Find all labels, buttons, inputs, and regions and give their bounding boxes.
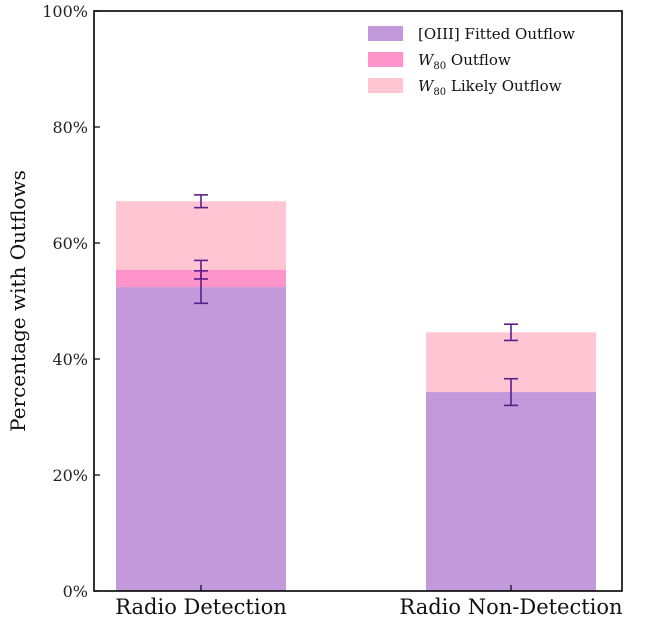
legend-entry-3: W80 Likely Outflow bbox=[368, 77, 562, 98]
x-tick-label: Radio Non-Detection bbox=[399, 595, 622, 619]
legend-label: W80 Outflow bbox=[418, 51, 511, 72]
x-axis-ticks: Radio Detection Radio Non-Detection bbox=[115, 585, 623, 619]
legend-label: [OIII] Fitted Outflow bbox=[418, 25, 575, 43]
y-tick-label: 0% bbox=[63, 582, 88, 601]
error-bar-2-category-1 bbox=[194, 259, 208, 280]
legend-swatch bbox=[368, 78, 403, 93]
y-axis-label: Percentage with Outflows bbox=[6, 170, 30, 432]
error-bars-layer bbox=[194, 194, 518, 407]
error-bar-1-category-2 bbox=[504, 377, 518, 407]
x-tick-label: Radio Detection bbox=[115, 595, 287, 619]
legend-swatch bbox=[368, 52, 403, 67]
plot-frame bbox=[93, 10, 623, 592]
y-tick-label: 80% bbox=[52, 118, 88, 137]
bar-1-category-2 bbox=[426, 392, 596, 591]
y-tick-label: 60% bbox=[52, 234, 88, 253]
legend: [OIII] Fitted Outflow W80 Outflow W80 Like… bbox=[368, 25, 575, 98]
legend-entry-1: [OIII] Fitted Outflow bbox=[368, 25, 575, 43]
error-bar-3-category-1 bbox=[194, 194, 208, 209]
legend-swatch bbox=[368, 26, 403, 41]
error-bar-3-category-2 bbox=[504, 323, 518, 342]
bar-1-category-1 bbox=[116, 287, 286, 591]
y-axis-ticks: 0% 20% 40% 60% 80% 100% bbox=[42, 2, 100, 601]
legend-entry-2: W80 Outflow bbox=[368, 51, 511, 72]
y-tick-label: 20% bbox=[52, 466, 88, 485]
legend-label: W80 Likely Outflow bbox=[418, 77, 562, 98]
y-tick-label: 40% bbox=[52, 350, 88, 369]
bar-3-category-1 bbox=[116, 201, 286, 270]
y-tick-label: 100% bbox=[42, 2, 88, 21]
bars-layer bbox=[116, 201, 596, 591]
